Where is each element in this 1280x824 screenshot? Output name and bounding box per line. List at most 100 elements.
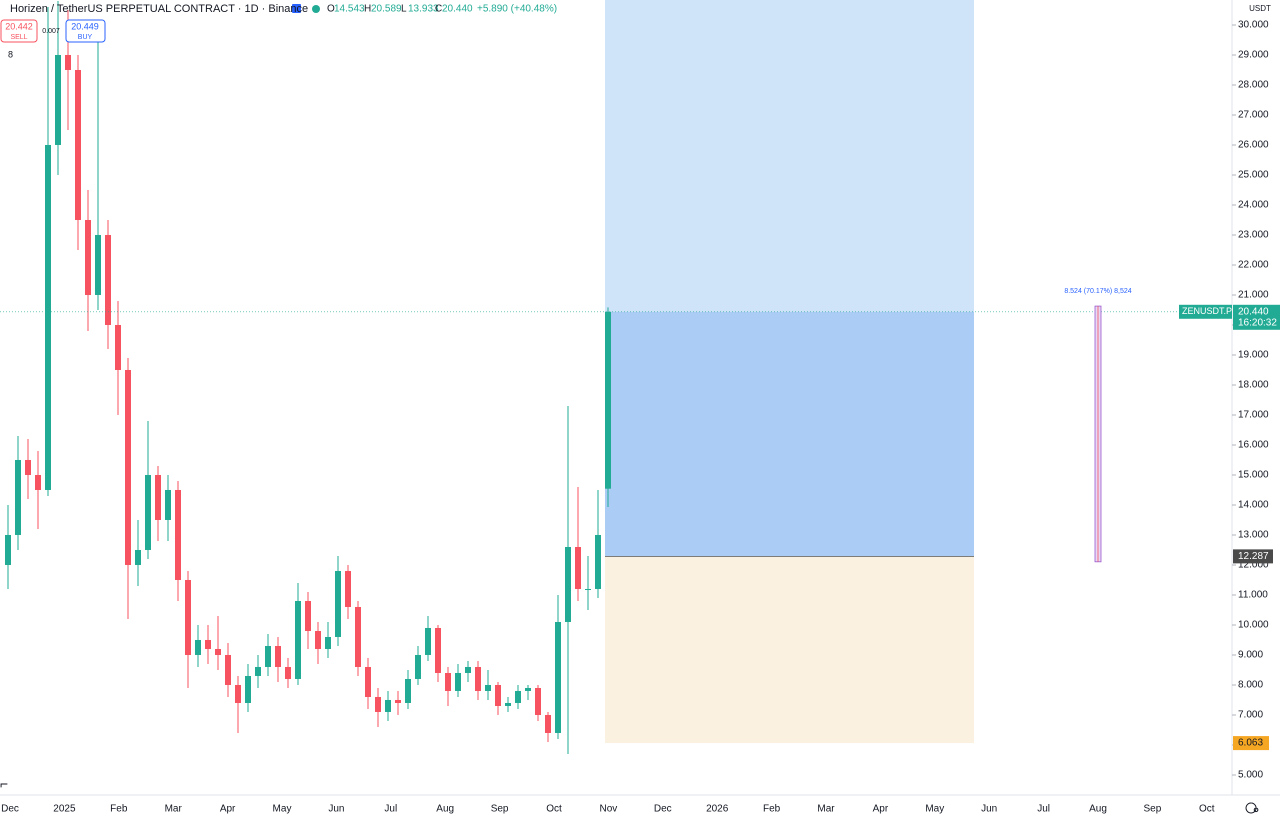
sell-price: 20.442	[5, 21, 33, 31]
status-dot	[312, 5, 320, 13]
x-tick-label: Feb	[110, 804, 128, 815]
stop-zone	[605, 556, 974, 744]
y-tick-label: 13.000	[1238, 530, 1269, 541]
chart-title: Horizen / TetherUS PERPETUAL CONTRACT · …	[10, 3, 308, 15]
x-tick-label: Mar	[165, 804, 183, 815]
candle-body	[465, 666, 471, 673]
candle-body	[45, 144, 51, 490]
candle-body	[355, 606, 361, 667]
candle-body	[335, 570, 341, 637]
logo: ⌐	[0, 776, 8, 792]
ohlc-key: H	[364, 4, 371, 15]
x-tick-label: Oct	[546, 804, 562, 815]
y-tick-label: 9.000	[1238, 650, 1263, 661]
candle-body	[485, 684, 491, 691]
candle-body	[165, 489, 171, 520]
buy-label: BUY	[78, 34, 93, 41]
candle-body	[265, 645, 271, 667]
candle-body	[115, 324, 121, 370]
ohlc-value: 20.589	[371, 4, 402, 15]
candle-body	[25, 459, 31, 475]
buy-button[interactable]	[65, 19, 106, 43]
hide-icon[interactable]	[292, 4, 301, 13]
candle-body	[515, 690, 521, 703]
candle-body	[245, 675, 251, 703]
candle-body	[535, 687, 541, 715]
candle-body	[405, 678, 411, 703]
y-tick-label: 19.000	[1238, 350, 1269, 361]
ohlc-key: O	[327, 4, 335, 15]
y-tick-label: 17.000	[1238, 410, 1269, 421]
x-tick-label: Sep	[1144, 804, 1162, 815]
y-tick-label: 21.000	[1238, 290, 1269, 301]
ohlc-value: 13.933	[408, 4, 439, 15]
candle-body	[605, 311, 611, 489]
y-tick-label: 23.000	[1238, 230, 1269, 241]
y-tick-label: 26.000	[1238, 140, 1269, 151]
candle-body	[455, 672, 461, 691]
y-tick-label: 10.000	[1238, 620, 1269, 631]
stop-tag	[1233, 736, 1269, 751]
y-tick-label: 8.000	[1238, 680, 1263, 691]
sell-label: SELL	[10, 34, 27, 41]
candle-body	[415, 654, 421, 679]
currency-label: USDT	[1249, 4, 1271, 13]
candle-body	[275, 645, 281, 667]
candle-body	[545, 714, 551, 733]
candle-body	[125, 369, 131, 565]
ohlc-key: C	[435, 4, 442, 15]
sell-button[interactable]	[0, 19, 38, 43]
candle-body	[95, 234, 101, 295]
spread: 0.007	[42, 28, 60, 35]
candle-body	[185, 579, 191, 655]
ohlc-value: 14.543	[334, 4, 365, 15]
x-tick-label: Apr	[873, 804, 889, 815]
candle-body	[575, 546, 581, 589]
candle-body	[235, 684, 241, 703]
candle-body	[505, 702, 511, 706]
indicator-count[interactable]: 8	[8, 49, 13, 59]
candle-body	[215, 648, 221, 655]
ruler-label: 8.524 (70.17%) 8,524	[1064, 288, 1131, 295]
candle-body	[5, 534, 11, 565]
candle-body	[205, 639, 211, 649]
symbol-tag	[1179, 304, 1232, 319]
y-tick-label: 29.000	[1238, 50, 1269, 61]
candle-body	[565, 546, 571, 622]
x-tick-label: May	[925, 804, 944, 815]
y-tick-label: 27.000	[1238, 110, 1269, 121]
ohlc-value: 20.440	[442, 4, 473, 15]
candle-body	[35, 474, 41, 490]
candle-body	[375, 696, 381, 712]
candle-body	[285, 666, 291, 679]
y-tick-label: 22.000	[1238, 260, 1269, 271]
x-tick-label: Apr	[220, 804, 236, 815]
x-tick-label: Dec	[1, 804, 19, 815]
candle-body	[595, 534, 601, 589]
candle-body	[145, 474, 151, 550]
candle-body	[365, 666, 371, 697]
y-tick-label: 28.000	[1238, 80, 1269, 91]
candle-body	[175, 489, 181, 580]
candle-body	[65, 54, 71, 70]
entry-tag	[1233, 549, 1273, 564]
candle-body	[475, 666, 481, 691]
x-tick-label: 2026	[706, 804, 729, 815]
x-tick-label: Sep	[491, 804, 509, 815]
x-tick-label: Jul	[1037, 804, 1050, 815]
x-tick-label: Dec	[654, 804, 672, 815]
candle-body	[325, 636, 331, 649]
candle-body	[105, 234, 111, 325]
candle-body	[395, 699, 401, 703]
y-tick-label: 11.000	[1238, 590, 1268, 601]
candle-body	[255, 666, 261, 676]
stop-label: 6.063	[1238, 738, 1263, 749]
candle-body	[155, 474, 161, 520]
x-tick-label: Jun	[328, 804, 344, 815]
settings-icon[interactable]	[1245, 802, 1259, 814]
y-tick-label: 18.000	[1238, 380, 1269, 391]
candle-body	[495, 684, 501, 706]
y-tick-label: 16.000	[1238, 440, 1269, 451]
y-tick-label: 15.000	[1238, 470, 1269, 481]
